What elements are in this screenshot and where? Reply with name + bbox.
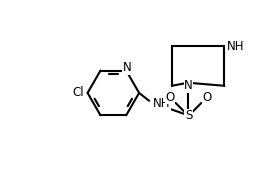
Text: O: O xyxy=(202,91,212,104)
Text: NH: NH xyxy=(153,97,170,110)
Text: O: O xyxy=(165,91,175,104)
Text: NH: NH xyxy=(227,40,245,53)
Text: Cl: Cl xyxy=(72,86,84,99)
Text: N: N xyxy=(184,79,193,92)
Text: N: N xyxy=(122,61,131,74)
Text: S: S xyxy=(185,109,192,122)
